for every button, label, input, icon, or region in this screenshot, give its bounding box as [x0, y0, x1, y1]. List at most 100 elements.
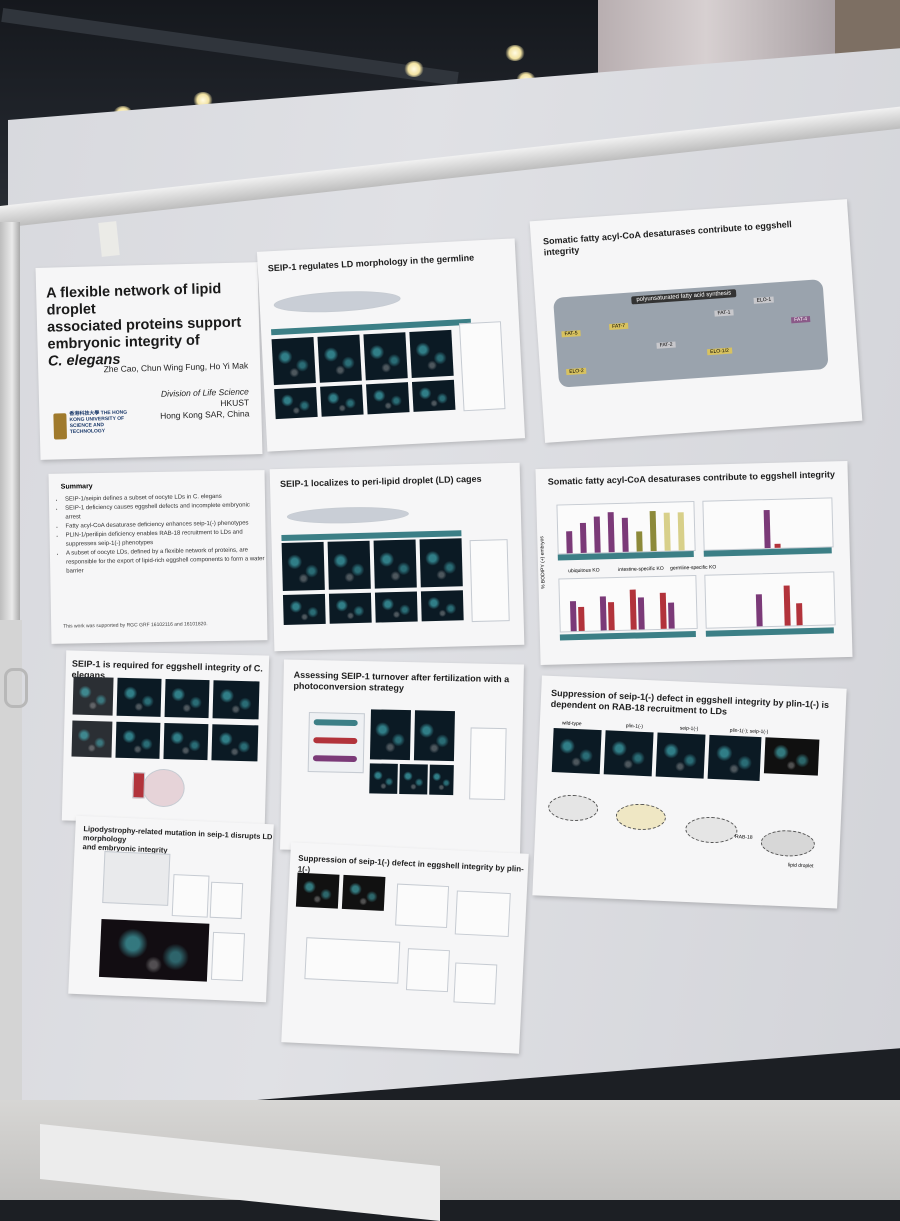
bar: [579, 522, 587, 553]
bar-chart-panel: [395, 883, 450, 929]
bar-chart-panel: [405, 948, 450, 993]
photoconversion-schematic: [307, 712, 365, 774]
bar: [755, 594, 763, 627]
micrograph-panel: [282, 593, 326, 625]
micrograph-panel: [211, 724, 259, 762]
summary-sheet: Summary SEIP-1/seipin defines a subset o…: [48, 470, 268, 644]
micrograph-panel: [163, 722, 209, 761]
affiliation-line: Hong Kong SAR, China: [159, 408, 250, 421]
figure-sheet-desaturase-bars: Somatic fatty acyl-CoA desaturases contr…: [535, 460, 853, 666]
figure-sheet-pathway: Somatic fatty acyl-CoA desaturases contr…: [529, 199, 863, 443]
bar-chart-panel: [704, 571, 836, 629]
bar: [578, 606, 585, 632]
bar: [621, 517, 629, 552]
sequence-alignment: [102, 851, 171, 906]
figure-sheet-lipodystrophy: Lipodystrophy-related mutation in seip-1…: [68, 815, 274, 1003]
bar-chart-panel: [209, 881, 244, 920]
micrograph-panel: [413, 710, 455, 762]
micrograph-panel: [320, 384, 364, 417]
legend-item: ubiquitous KO: [568, 567, 600, 575]
bar: [649, 510, 657, 552]
figure-sheet-plin1: Suppression of seip-1(-) defect in eggsh…: [281, 842, 529, 1054]
micrograph-panel: [98, 918, 210, 982]
micrograph-panel: [409, 329, 454, 378]
ceiling-light: [404, 61, 424, 77]
hkust-logo-mark: [53, 413, 68, 440]
figure-sheet-rab18: Suppression of seip-1(-) defect in eggsh…: [532, 675, 847, 909]
legend-item: intestine-specific KO: [618, 565, 664, 573]
funding-note: This work was supported by RGC GRF 16102…: [63, 621, 208, 630]
micrograph-panel: [72, 676, 114, 716]
bar: [637, 597, 645, 630]
pathway-node: FAT-4: [790, 316, 811, 324]
germline-schematic: [273, 288, 402, 316]
schematic-worm: [313, 737, 358, 745]
dot-plot: [469, 727, 507, 801]
eggshell-schematic: [142, 768, 186, 808]
bar: [783, 585, 791, 626]
pathway-node: ELO-1/2: [707, 347, 732, 356]
summary-heading: Summary: [60, 483, 93, 491]
micrograph-panel: [429, 764, 454, 796]
micrograph-panel: [411, 379, 456, 412]
micrograph-panel: [763, 737, 820, 776]
micrograph-panel: [295, 872, 340, 909]
micrograph-panel: [369, 709, 411, 761]
ld-model-cell: [760, 829, 816, 858]
legend-lipid-droplet: lipid droplet: [787, 862, 814, 870]
bar-chart-panel: [210, 931, 246, 982]
legend-item: germline-specific KO: [670, 564, 717, 572]
bar: [668, 602, 675, 629]
hkust-logo: 香港科技大學 THE HONG KONG UNIVERSITY OF SCIEN…: [53, 408, 128, 444]
panel-header-bar: [705, 627, 834, 637]
micrograph-panel: [420, 590, 464, 622]
panel-header-bar: [559, 630, 696, 641]
figure-sheet-cages: SEIP-1 localizes to peri-lipid droplet (…: [269, 462, 525, 652]
bar: [599, 596, 607, 631]
schematic-worm: [313, 719, 358, 727]
strain-label: plin-1(-): [625, 723, 644, 730]
micrograph-panel: [115, 721, 161, 759]
bar: [763, 510, 771, 549]
micrograph-panel: [116, 677, 162, 717]
bar: [636, 531, 643, 552]
hkust-logo-text: 香港科技大學 THE HONG KONG UNIVERSITY OF SCIEN…: [69, 409, 128, 436]
micrograph-panel: [317, 334, 362, 383]
bar-chart-panel: [171, 874, 210, 918]
bar-chart-panel: [304, 937, 401, 984]
bar: [796, 603, 803, 626]
micrograph-panel: [419, 538, 463, 588]
strain-label: plin-1(-); seip-1(-): [729, 727, 769, 736]
bar: [659, 592, 667, 629]
bar-chart-panel: [453, 962, 498, 1005]
micrograph-panel: [212, 680, 260, 720]
bar: [593, 516, 601, 553]
pathway-node: FAT-2: [656, 341, 676, 349]
micrograph-panel: [363, 332, 408, 381]
bar-chart-panel: [454, 890, 511, 938]
bar-chart-panel: [556, 500, 696, 555]
micrograph-panel: [655, 732, 706, 779]
micrograph-panel: [366, 382, 410, 415]
sheet-title: SEIP-1 localizes to peri-lipid droplet (…: [279, 473, 482, 490]
micrograph-panel: [71, 720, 113, 758]
sheet-title-line: Lipodystrophy-related mutation in seip-1…: [82, 824, 273, 844]
poster-title-line: A flexible network of lipid droplet: [45, 281, 222, 319]
micrograph-panel: [373, 539, 417, 589]
bar: [566, 531, 573, 554]
micrograph-panel: [341, 874, 386, 911]
eggshell-legend: [132, 772, 146, 799]
bar: [663, 512, 671, 551]
strain-label: seip-1(-): [679, 725, 699, 733]
strain-label: RAB-18: [734, 834, 753, 841]
strain-label: wild-type: [561, 720, 582, 728]
micrograph-panel: [603, 730, 654, 777]
micrograph-panel: [328, 592, 372, 624]
micrograph-panel: [164, 678, 210, 719]
micrograph-panel: [369, 763, 398, 794]
bar: [607, 602, 615, 631]
title-sheet: A flexible network of lipid droplet asso…: [35, 262, 263, 460]
bar-chart-panel: [558, 574, 698, 633]
pathway-node: FAT-5: [561, 330, 581, 338]
micrograph-panel: [399, 763, 428, 795]
